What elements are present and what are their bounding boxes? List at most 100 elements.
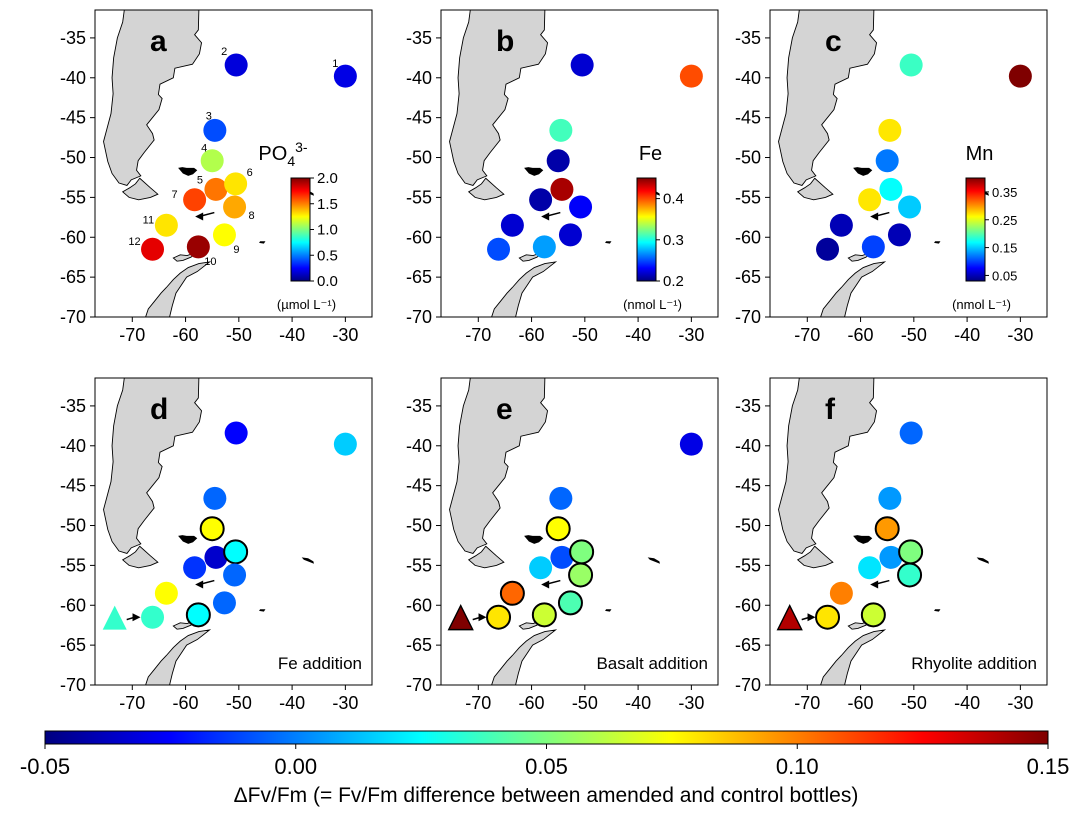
panel-frame [440, 377, 719, 686]
addition-arrow-head [807, 613, 816, 622]
shared-colorbar-tick-label: 0.05 [525, 754, 568, 779]
colorbar-unit: (µmol L⁻¹) [277, 297, 336, 312]
south-orkney-islands [934, 241, 941, 244]
x-tick-label: -60 [519, 693, 545, 713]
south-georgia-island [301, 557, 314, 564]
y-tick-label: -70 [735, 307, 761, 327]
station-point [532, 235, 556, 259]
colorbar-tick-label: 1.0 [317, 222, 338, 239]
south-america-landmass [778, 10, 878, 186]
y-tick-label: -50 [406, 516, 432, 536]
colorbar-tick-label: 1.5 [317, 196, 338, 213]
x-tick-label: -40 [954, 693, 980, 713]
colorbar-tick-label: 0.0 [317, 273, 338, 290]
station-point [204, 177, 228, 201]
station-point [333, 432, 357, 456]
station-point [898, 539, 924, 565]
variable-label: PO43- [258, 139, 307, 169]
station-point [815, 604, 841, 630]
land-group [778, 10, 989, 317]
panel-colorbar [965, 177, 986, 282]
station-point [141, 237, 165, 261]
station-point [154, 581, 178, 605]
south-orkney-islands [605, 609, 612, 612]
y-tick-label: -55 [735, 555, 761, 575]
panel-frame [440, 9, 719, 318]
y-tick-label: -60 [735, 227, 761, 247]
panel-colorbar [290, 177, 311, 282]
station-point [154, 213, 178, 237]
station-point [549, 118, 573, 142]
x-tick-label: -50 [901, 693, 927, 713]
station-point [333, 64, 357, 88]
y-tick-label: -40 [60, 68, 86, 88]
y-tick-label: -50 [735, 516, 761, 536]
colorbar-tick-label: 0.3 [663, 232, 684, 249]
y-tick-label: -60 [735, 595, 761, 615]
y-tick-label: -40 [60, 436, 86, 456]
station-number-label: 8 [249, 210, 255, 222]
y-tick-label: -45 [735, 476, 761, 496]
x-tick-label: -30 [332, 693, 358, 713]
x-tick-label: -70 [794, 693, 820, 713]
shared-colorbar-tick-label: 0.10 [776, 754, 819, 779]
station-point [212, 591, 236, 615]
station-point [860, 602, 886, 628]
x-tick-label: -70 [119, 693, 145, 713]
x-tick-label: -40 [625, 693, 651, 713]
y-tick-label: -60 [406, 595, 432, 615]
panel-letter: e [496, 393, 513, 426]
treatment-annotation: Basalt addition [596, 654, 708, 673]
x-tick-label: -70 [119, 325, 145, 345]
station-point [223, 195, 247, 219]
y-tick-label: -70 [60, 307, 86, 327]
tierra-del-fuego-landmass [467, 177, 505, 201]
station-point [203, 118, 227, 142]
x-tick-label: -40 [279, 325, 305, 345]
transit-arrow-head [541, 212, 550, 221]
panel-frame [94, 377, 373, 686]
south-georgia-island [647, 557, 660, 564]
station-point [199, 516, 225, 542]
station-number-label: 7 [172, 189, 178, 201]
station-point [899, 53, 923, 77]
transit-arrow-head [870, 212, 879, 221]
station-point [898, 195, 922, 219]
y-tick-label: -65 [406, 635, 432, 655]
y-tick-label: -40 [406, 436, 432, 456]
land-group [103, 10, 314, 317]
y-tick-label: -70 [406, 675, 432, 695]
y-tick-label: -55 [60, 555, 86, 575]
y-tick-label: -55 [60, 187, 86, 207]
x-tick-label: -30 [1007, 325, 1033, 345]
station-point [1008, 64, 1032, 88]
station-point [545, 516, 571, 542]
station-number-label: 5 [197, 174, 203, 186]
y-tick-label: -35 [406, 28, 432, 48]
station-point [558, 223, 582, 247]
station-point [499, 580, 525, 606]
station-point [874, 516, 900, 542]
station-point [879, 545, 903, 569]
transit-arrow-head [195, 212, 204, 221]
station-number-label: 6 [247, 167, 253, 179]
panel-c: -35 -40 -45 -50 -55 -60 -65 -70 -70 -60 -50 -40 -30 c… [735, 9, 1048, 345]
y-tick-label: -35 [735, 396, 761, 416]
station-point [829, 213, 853, 237]
x-tick-label: -40 [625, 325, 651, 345]
station-number-label: 11 [143, 214, 154, 226]
x-tick-label: -30 [1007, 693, 1033, 713]
addition-arrow-head [132, 613, 141, 622]
station-point [486, 604, 512, 630]
y-tick-label: -40 [735, 68, 761, 88]
y-tick-label: -65 [735, 635, 761, 655]
station-point [829, 581, 853, 605]
panel-b: -35 -40 -45 -50 -55 -60 -65 -70 -70 -60 -50 -40 -30 b… [406, 9, 719, 345]
dust-addition-triangle [102, 605, 127, 630]
station-point [546, 149, 570, 173]
y-tick-label: -35 [406, 396, 432, 416]
antarctic-peninsula-landmass [491, 629, 558, 685]
panel-frame [94, 9, 373, 318]
shared-colorbar: -0.05 0.00 0.05 0.10 0.15 ΔFv/Fm (= Fv/Fm dif… [20, 730, 1069, 807]
transit-arrow-head [870, 580, 879, 589]
